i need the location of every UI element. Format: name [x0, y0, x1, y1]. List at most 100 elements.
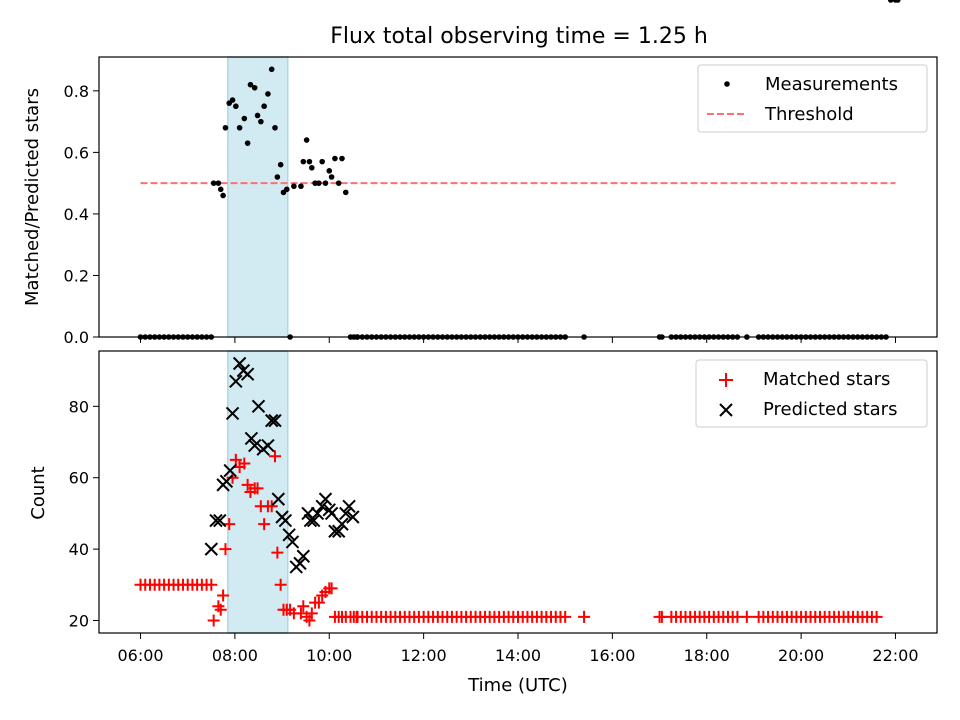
predicted-star-point [324, 506, 339, 521]
top-y-tick-label: 0.8 [64, 82, 89, 101]
bottom-panel: 20 40 60 80 06:00 08:00 10:00 12:00 14:00 16:00 1… [28, 351, 938, 696]
measurement-point [229, 97, 236, 103]
legend-marker-measurements [724, 81, 730, 87]
matched-star-point [274, 578, 287, 591]
predicted-star-point [204, 542, 219, 556]
x-tick-label: 20:00 [778, 646, 824, 665]
measurement-point [215, 180, 222, 186]
top-y-tick-label: 0.6 [64, 143, 89, 162]
measurement-point [265, 91, 271, 97]
matched-star-point [740, 610, 753, 623]
measurement-point [328, 174, 335, 180]
measurement-point [303, 137, 310, 143]
predicted-star-point [213, 513, 227, 528]
measurement-point [306, 158, 313, 165]
measurement-point [322, 180, 329, 186]
predicted-star-point [240, 367, 255, 381]
measurement-point [342, 189, 349, 196]
measurement-point [291, 183, 297, 190]
predicted-star-point [285, 535, 300, 549]
legend-marker-matched-stars [719, 373, 733, 387]
predicted-star-point [264, 413, 279, 428]
top-y-axis-label: Matched/Predicted stars [22, 88, 43, 306]
measurement-point [254, 112, 261, 119]
x-tick-label: 14:00 [495, 646, 541, 665]
predicted-star-point [296, 549, 311, 563]
predicted-star-point [229, 374, 243, 389]
predicted-star-point [223, 463, 237, 478]
measurement-point [241, 115, 248, 122]
x-tick-label: 16:00 [589, 646, 635, 665]
measurement-point [887, 0, 894, 3]
matched-star-point [205, 578, 218, 591]
measurement-point [233, 103, 239, 110]
matched-star-point [214, 603, 227, 616]
measurement-point [339, 155, 345, 162]
predicted-star-point [261, 438, 275, 453]
predicted-star-point [271, 492, 286, 506]
predicted-star-point [306, 513, 321, 528]
legend-marker-predicted-stars [719, 403, 733, 417]
measurement-point [332, 155, 338, 162]
predicted-star-point [232, 356, 247, 371]
matched-star-point [251, 482, 264, 495]
matched-star-point [241, 478, 254, 491]
matched-star-point [217, 589, 230, 602]
legend-label-matched-stars: Matched stars [763, 369, 890, 390]
predicted-star-point [342, 499, 356, 513]
bottom-y-tick-label: 60 [69, 469, 89, 488]
predicted-star-point [310, 506, 325, 521]
measurement-point [300, 158, 307, 165]
measurement-point [326, 168, 333, 174]
measurement-point [298, 183, 304, 190]
predicted-star-point [346, 510, 360, 524]
x-tick-label: 22:00 [872, 646, 918, 665]
predicted-star-point [331, 524, 346, 538]
predicted-star-point [293, 556, 307, 571]
matched-star-point [229, 453, 242, 466]
bottom-y-tick-label: 40 [69, 540, 89, 559]
matched-star-point [325, 582, 338, 595]
measurement-point [251, 84, 258, 91]
observing-window-shade [227, 56, 289, 338]
bottom-y-axis-label: Count [28, 466, 49, 519]
measurement-point [217, 186, 224, 193]
matched-star-point [578, 610, 591, 623]
measurement-point [272, 124, 278, 131]
predicted-star-point [244, 431, 259, 446]
predicted-star-point [282, 528, 296, 542]
x-tick-label: 08:00 [212, 646, 258, 665]
measurement-point [268, 66, 275, 73]
bottom-y-tick-label: 80 [69, 397, 89, 416]
predicted-star-point [335, 517, 349, 531]
measurement-point [222, 124, 229, 131]
predicted-star-point [315, 499, 329, 513]
matched-star-point [223, 518, 236, 531]
matched-star-point [303, 614, 316, 627]
legend-label-measurements: Measurements [765, 74, 898, 95]
bottom-y-tick-label: 20 [69, 612, 89, 631]
x-tick-label: 06:00 [117, 646, 163, 665]
predicted-star-point [248, 438, 262, 453]
measurement-point [277, 161, 284, 168]
predicted-star-point [268, 413, 282, 428]
matched-star-point [271, 546, 284, 559]
x-axis-label: Time (UTC) [467, 675, 568, 696]
predicted-star-point [251, 399, 266, 414]
matched-star-point [258, 518, 271, 531]
predicted-star-point [278, 513, 293, 528]
measurement-point [210, 180, 217, 186]
measurement-point [247, 81, 254, 88]
chart-title: Flux total observing time = 1.25 h [330, 24, 708, 49]
measurement-point [258, 118, 264, 125]
predicted-star-point [318, 492, 333, 506]
predicted-star-point [219, 474, 234, 488]
matched-star-point [265, 500, 278, 513]
measurement-point [895, 0, 901, 3]
matched-star-point [268, 450, 281, 463]
measurement-point [244, 140, 251, 146]
top-y-tick-label: 0.4 [64, 205, 89, 224]
predicted-star-point [301, 506, 315, 521]
measurement-point [316, 180, 322, 186]
